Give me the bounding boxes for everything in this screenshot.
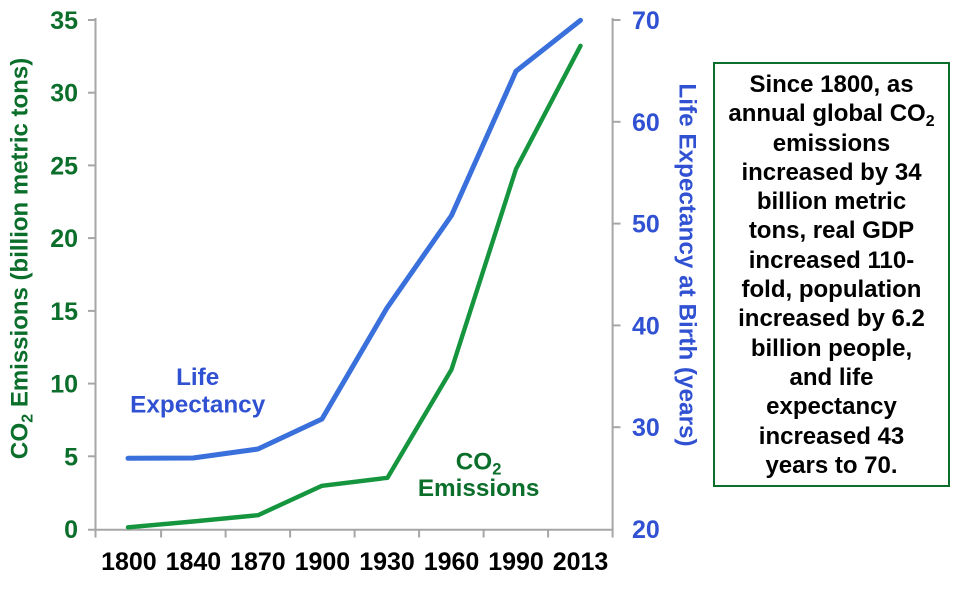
svg-text:Life Expectancy at Birth (year: Life Expectancy at Birth (years) [673, 83, 700, 446]
svg-text:1840: 1840 [166, 548, 222, 576]
svg-text:CO2: CO2 [456, 449, 502, 479]
svg-text:35: 35 [50, 7, 78, 35]
svg-text:10: 10 [50, 371, 78, 399]
svg-text:CO2 Emissions (billion metric: CO2 Emissions (billion metric tons) [7, 58, 37, 459]
svg-text:30: 30 [632, 414, 660, 442]
svg-text:1800: 1800 [101, 548, 157, 576]
svg-text:Life: Life [176, 364, 219, 391]
svg-text:1960: 1960 [424, 548, 480, 576]
svg-text:20: 20 [632, 516, 660, 544]
svg-text:0: 0 [64, 516, 78, 544]
svg-text:30: 30 [50, 80, 78, 108]
svg-text:2013: 2013 [553, 548, 609, 576]
svg-text:Expectancy: Expectancy [130, 392, 266, 419]
svg-text:50: 50 [632, 211, 660, 239]
svg-text:15: 15 [50, 298, 78, 326]
svg-text:5: 5 [64, 443, 78, 471]
svg-text:40: 40 [632, 312, 660, 340]
svg-text:25: 25 [50, 152, 78, 180]
svg-text:1870: 1870 [230, 548, 286, 576]
svg-text:60: 60 [632, 109, 660, 137]
svg-text:20: 20 [50, 225, 78, 253]
svg-text:1990: 1990 [488, 548, 544, 576]
svg-text:1900: 1900 [295, 548, 351, 576]
svg-text:1930: 1930 [359, 548, 415, 576]
svg-text:Emissions: Emissions [418, 475, 540, 502]
svg-text:70: 70 [632, 7, 660, 35]
